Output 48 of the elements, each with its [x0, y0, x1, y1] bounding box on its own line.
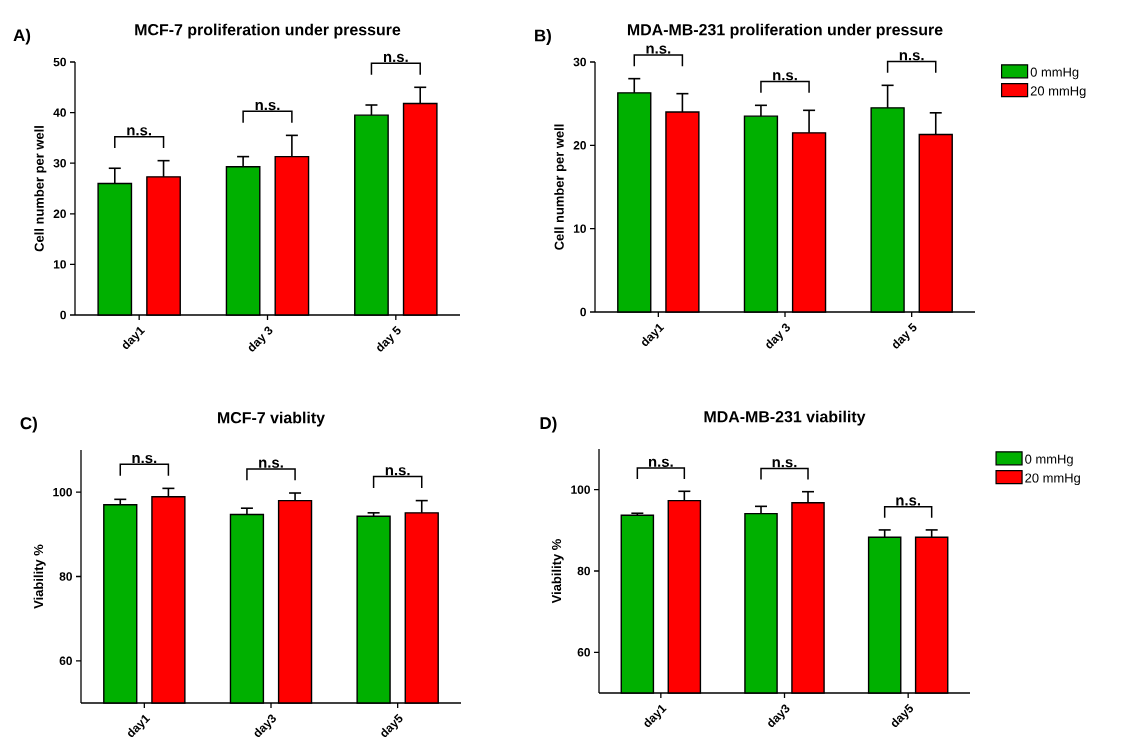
y-tick-label: 80	[59, 572, 72, 581]
chart-title: MCF-7 proliferation under pressure	[135, 23, 401, 39]
annotation: n.s.	[383, 53, 408, 63]
x-tick-label: day 5	[377, 325, 401, 352]
y-tick-label: 100	[571, 485, 590, 494]
text: A)	[13, 28, 31, 45]
legend-label: 20 mmHg	[1025, 473, 1080, 486]
text: n.s.	[899, 52, 924, 61]
y-tick-label: 10	[53, 260, 66, 269]
y-tick-label: 60	[59, 656, 72, 666]
annotation: n.s.	[772, 459, 797, 468]
annotation: n.s.	[255, 101, 280, 111]
text: D)	[540, 416, 557, 433]
annotation: n.s.	[127, 127, 152, 136]
x-tick-label: day 5	[893, 322, 917, 349]
y-tick-label: 40	[53, 108, 66, 117]
text: B)	[535, 29, 551, 45]
y-tick-label: 0	[580, 307, 586, 317]
annotation: n.s.	[773, 72, 797, 81]
annotation: n.s.	[259, 459, 283, 468]
legend-label: 0 mmHg	[1025, 454, 1073, 467]
y-tick-label: 50	[53, 57, 66, 67]
y-tick-label: 80	[577, 566, 590, 576]
annotation: n.s.	[132, 454, 157, 464]
y-axis-title: Viability %	[551, 539, 564, 604]
legend-label: 20 mmHg	[1030, 86, 1086, 99]
y-axis-title: Viability %	[33, 544, 46, 609]
y-axis-title: Cell number per well	[554, 124, 567, 250]
chart-title: MDA-MB-231 viability	[704, 410, 866, 426]
x-tick-label: day 3	[248, 326, 273, 352]
text: n.s.	[646, 45, 671, 54]
y-tick-label: 30	[53, 158, 66, 168]
legend-label: 0 mmHg	[1030, 67, 1079, 80]
text: C)	[20, 416, 37, 433]
y-axis-title: Cell number per well	[34, 126, 47, 252]
y-tick-label: 0	[60, 310, 66, 320]
annotation: n.s.	[385, 467, 410, 476]
y-tick-label: 20	[53, 209, 66, 219]
annotation: n.s.	[896, 497, 921, 506]
annotation: n.s.	[648, 458, 673, 467]
y-tick-label: 10	[573, 224, 586, 233]
chart-title: MDA-MB-231 proliferation under pressure	[627, 23, 943, 39]
y-tick-label: 30	[573, 57, 586, 67]
y-tick-label: 100	[53, 487, 72, 497]
y-tick-label: 20	[573, 141, 586, 150]
y-tick-label: 60	[577, 648, 590, 657]
chart-title: MCF-7 viablity	[218, 411, 325, 427]
x-tick-label: day 3	[766, 323, 790, 349]
